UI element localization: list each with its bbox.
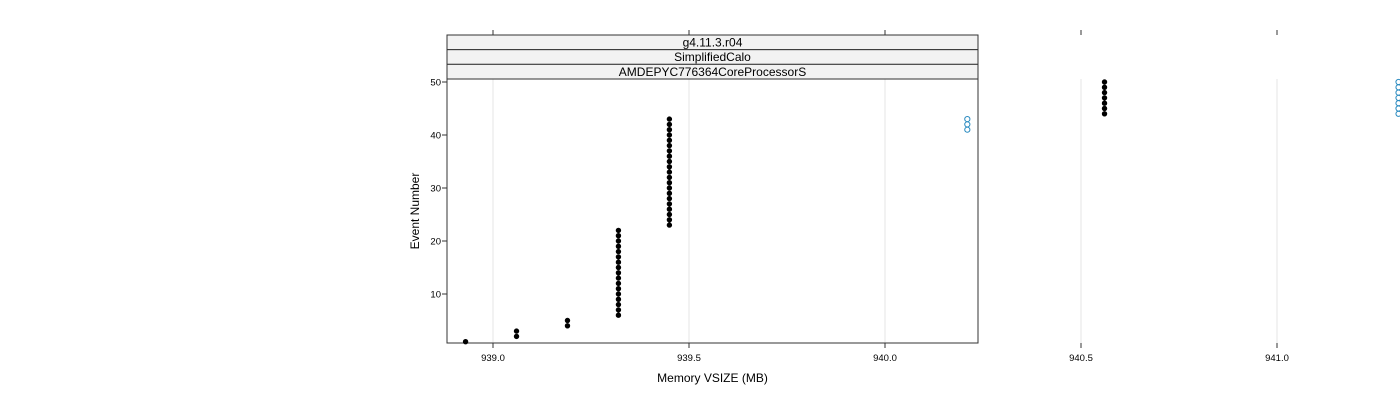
data-point-filled [1101,105,1108,112]
data-point-filled [666,132,673,138]
data-point-open [1395,94,1400,101]
strip-label: AMDEPYC776364CoreProcessorS [619,65,806,79]
x-axis-label: Memory VSIZE (MB) [657,371,768,385]
data-points [462,78,1400,345]
data-point-open [964,121,971,128]
y-axis-label: Event Number [408,173,422,250]
x-tick-label: 940.0 [873,353,897,364]
data-point-filled [666,180,673,186]
data-point-filled [666,195,673,202]
data-point-filled [666,217,673,223]
x-tick-label: 939.5 [677,353,701,364]
plot-panel [446,78,979,344]
data-point-filled [1101,95,1108,101]
y-tick-label: 20 [430,237,441,248]
data-point-filled [666,222,673,228]
strip-headers: g4.11.3.r04SimplifiedCaloAMDEPYC776364Co… [446,34,979,80]
data-point-open [964,126,971,133]
data-point-filled [615,243,622,250]
data-point-filled [1101,111,1108,117]
data-point-filled [615,233,622,239]
data-point-open [964,116,971,123]
data-point-filled [615,270,622,276]
data-point-filled [615,275,622,281]
data-point-filled [666,142,673,149]
data-point-filled [615,227,622,234]
y-tick-label: 40 [430,131,441,142]
strip-label: g4.11.3.r04 [683,36,743,50]
x-grid [492,79,1278,343]
data-point-filled [564,323,571,329]
data-point-open [1395,89,1400,96]
data-point-filled [615,248,622,255]
data-point-open [1395,110,1400,117]
data-point-open [1395,100,1400,107]
data-point-filled [615,296,622,302]
data-point-open [1395,105,1400,112]
y-tick-label: 10 [430,290,441,301]
data-point-filled [513,328,520,334]
data-point-filled [615,264,622,271]
data-point-filled [615,259,622,265]
data-point-open [1395,78,1400,86]
data-point-filled [462,339,469,345]
data-point-filled [666,211,673,218]
data-point-filled [615,291,622,297]
y-tick-label: 50 [430,78,441,89]
data-point-filled [666,185,673,191]
data-point-filled [1101,84,1108,91]
data-point-filled [666,158,673,165]
data-point-filled [615,238,622,244]
data-point-filled [666,174,673,181]
y-axis: 10 20 30 40 50 [430,78,447,301]
data-point-filled [666,201,673,207]
data-point-filled [615,312,622,318]
x-tick-label: 939.0 [481,353,505,364]
data-point-filled [615,280,622,287]
data-point-filled [615,286,622,292]
data-point-filled [666,206,673,212]
data-point-filled [666,169,673,175]
data-point-filled [615,307,622,313]
data-point-filled [666,137,673,144]
data-point-filled [666,116,673,122]
data-point-filled [615,254,622,260]
x-axis: 939.0 939.5 940.0 940.5 941.0 [481,30,1289,364]
data-point-filled [513,333,520,340]
data-point-filled [1101,100,1108,106]
x-tick-label: 941.0 [1265,353,1289,364]
data-point-filled [666,153,673,159]
y-tick-label: 30 [430,184,441,195]
data-point-filled [615,301,622,308]
x-tick-label: 940.5 [1069,353,1093,364]
data-point-filled [666,126,673,133]
data-point-filled [666,148,673,154]
data-point-filled [666,190,673,197]
data-point-filled [666,121,673,128]
data-point-filled [1101,79,1108,85]
strip-label: SimplifiedCalo [674,50,751,64]
data-point-filled [564,317,571,324]
data-point-filled [1101,89,1108,96]
data-point-filled [666,164,673,170]
data-point-open [1395,84,1400,91]
